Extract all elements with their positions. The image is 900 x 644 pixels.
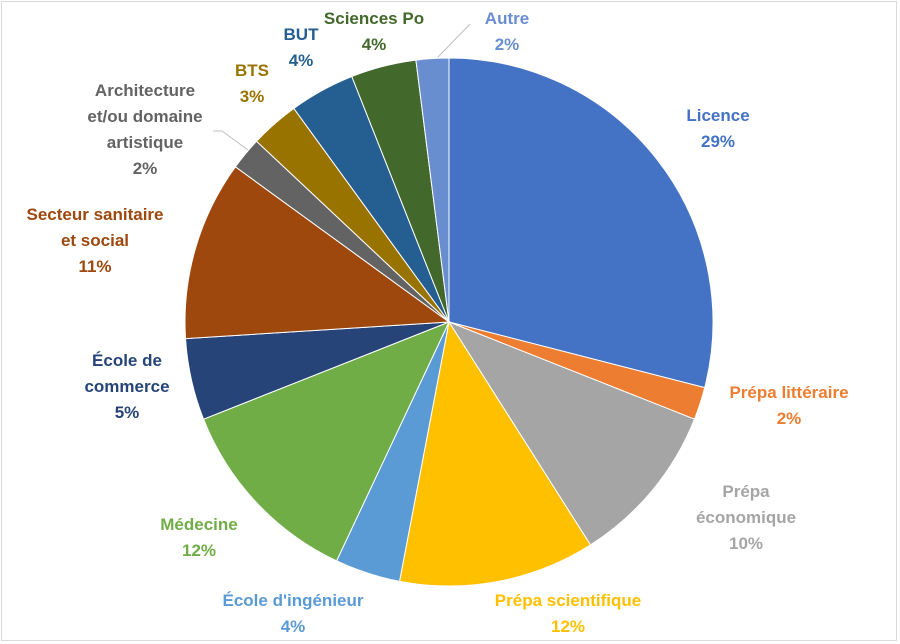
slice-data-label: Architecture et/ou domaine artistique 2% xyxy=(87,81,202,178)
slice-data-label: Médecine 12% xyxy=(160,515,237,560)
slice-data-label: BTS 3% xyxy=(235,61,269,106)
slice-data-label: Prépa littéraire 2% xyxy=(729,383,848,428)
pie-slice xyxy=(415,57,450,323)
slice-data-label: Prépa scientifique 12% xyxy=(495,591,641,636)
pie-slice xyxy=(398,320,592,587)
leader-line xyxy=(437,23,471,58)
leader-line xyxy=(213,130,249,151)
leader-lines xyxy=(213,23,471,151)
pie-slice xyxy=(447,320,696,546)
pie-slice xyxy=(448,57,714,389)
slice-data-label: Sciences Po 4% xyxy=(324,9,424,54)
slice-data-label: École d'ingénieur 4% xyxy=(222,591,363,636)
slice-data-label: Prépa économique 10% xyxy=(696,482,796,553)
slice-data-label: Secteur sanitaire et social 11% xyxy=(26,205,163,276)
pie-slice xyxy=(202,321,450,562)
slice-data-label: Autre 2% xyxy=(485,9,529,54)
slice-data-label: Licence 29% xyxy=(686,106,749,151)
slice-data-label: École de commerce 5% xyxy=(84,351,169,422)
pie-slice xyxy=(184,166,451,340)
data-labels: Licence 29% Prépa littéraire 2% Prépa économi… xyxy=(26,9,848,636)
slice-data-label: BUT 4% xyxy=(284,25,320,70)
pie-slices xyxy=(184,57,714,587)
